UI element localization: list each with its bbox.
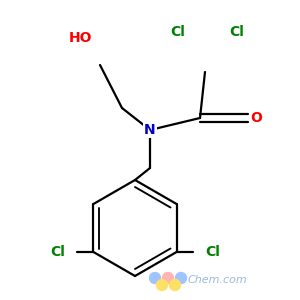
Text: Cl: Cl [205,245,220,259]
Text: Cl: Cl [50,245,65,259]
Text: Cl: Cl [171,25,185,39]
Text: N: N [144,123,156,137]
Circle shape [157,280,167,290]
Circle shape [176,272,187,284]
Circle shape [163,272,173,284]
Circle shape [169,280,181,290]
Circle shape [149,272,161,284]
Text: HO: HO [68,31,92,45]
Text: Chem.com: Chem.com [188,275,248,285]
Text: O: O [250,111,262,125]
Text: Cl: Cl [230,25,244,39]
